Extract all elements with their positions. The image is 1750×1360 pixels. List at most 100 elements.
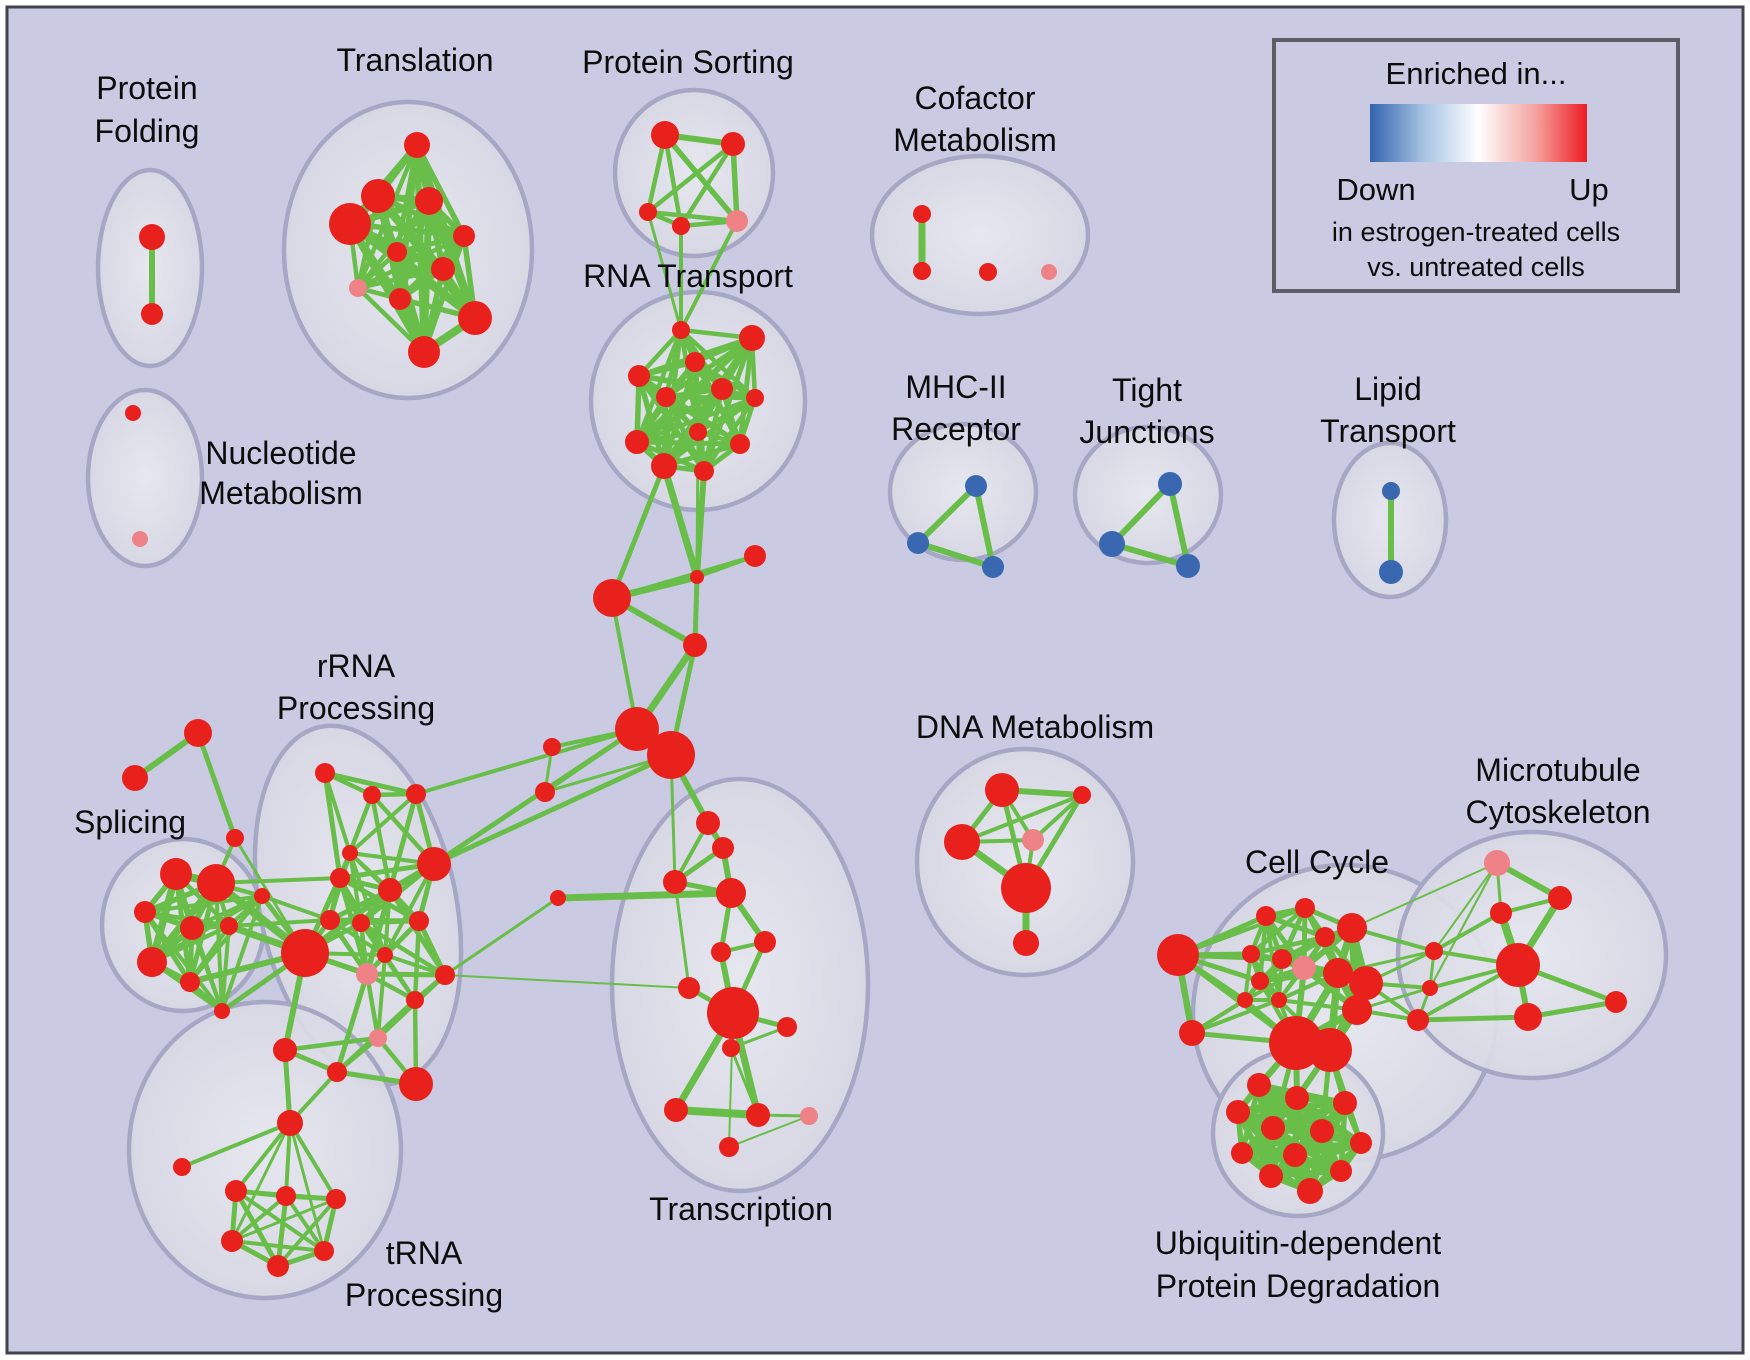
gene-set-node (754, 931, 776, 953)
gene-set-node (744, 545, 766, 567)
enrichment-overlap-edge (662, 132, 684, 229)
gene-set-node (777, 1017, 797, 1037)
gene-set-node (672, 217, 690, 235)
gene-set-node (628, 365, 650, 387)
gene-set-node (690, 570, 704, 584)
gene-set-node (651, 453, 677, 479)
nucleotide-metabolism-label: Nucleotide (205, 435, 356, 471)
gene-set-node (678, 977, 700, 999)
enrichment-overlap-edge (284, 1194, 326, 1253)
gene-set-node (1231, 1142, 1253, 1164)
gene-set-node (1310, 1119, 1334, 1143)
gene-set-node (281, 929, 329, 977)
gene-set-node (979, 263, 997, 281)
enrichment-overlap-edge (1432, 911, 1503, 953)
enrichment-overlap-edge (1167, 481, 1191, 569)
gene-set-node (535, 782, 555, 802)
gene-set-node (435, 965, 455, 985)
enrichment-overlap-edge (383, 953, 417, 1002)
enrichment-overlap-edge (230, 1194, 288, 1243)
legend-box: Enriched in... Down Up in estrogen-treat… (1272, 38, 1680, 293)
gene-set-node (1350, 1132, 1372, 1154)
cofactor-metabolism-ellipse (869, 153, 1091, 317)
network-nodes (122, 121, 1627, 1277)
gene-set-node (694, 461, 714, 481)
cofactor-metabolism-label: Cofactor (915, 80, 1036, 116)
enrichment-overlap-edge (275, 1193, 289, 1269)
gene-set-node (214, 1003, 230, 1019)
gene-set-node (1285, 1086, 1309, 1110)
nucleotide-metabolism-ellipse (85, 387, 205, 569)
gene-set-node (342, 845, 358, 861)
mhc-ii-receptor-label: MHC-II (905, 369, 1006, 405)
gene-set-node (363, 786, 381, 804)
gene-set-node (352, 914, 370, 932)
gene-set-node (361, 179, 395, 213)
gene-set-node (1247, 1073, 1271, 1097)
gene-set-node (125, 405, 141, 421)
lipid-transport-label: Transport (1320, 413, 1456, 449)
gene-set-node (389, 288, 411, 310)
enrichment-overlap-edge (376, 953, 387, 1040)
enrichment-overlap-edge (1336, 949, 1436, 975)
enrichment-overlap-edge (662, 132, 740, 224)
enrichment-overlap-edge (334, 971, 370, 1075)
gene-set-node (404, 132, 430, 158)
gene-set-node (184, 719, 212, 747)
gene-set-node (672, 321, 690, 339)
gene-set-node (721, 132, 745, 156)
gene-set-node (406, 991, 424, 1009)
gene-set-node (716, 878, 746, 908)
enrichment-overlap-edge (679, 219, 739, 332)
legend-up-label: Up (1569, 172, 1609, 207)
enrichment-overlap-edge (414, 727, 639, 796)
gene-set-node (656, 387, 676, 407)
legend-gradient-bar (1370, 104, 1587, 162)
enrichment-overlap-edge (661, 441, 743, 469)
enrichment-overlap-edge (233, 1188, 281, 1269)
enrichment-overlap-edge (554, 889, 735, 902)
dna-metabolism-label: DNA Metabolism (916, 709, 1154, 745)
gene-set-node (1041, 264, 1057, 280)
gene-set-node (197, 864, 235, 902)
enrichment-overlap-edge (387, 791, 419, 893)
gene-set-node (327, 1062, 347, 1082)
enrichment-overlap-edge (728, 1115, 810, 1148)
mhc-ii-receptor-label: Receptor (891, 411, 1021, 447)
gene-set-node (913, 262, 931, 280)
enrichment-overlap-edge (288, 1121, 326, 1253)
translation-label: Translation (336, 42, 493, 78)
enrichment-overlap-edge (394, 249, 478, 321)
gene-set-node (225, 1180, 247, 1202)
enrichment-overlap-edge (1031, 793, 1084, 842)
protein-folding-label: Protein (96, 70, 197, 106)
gene-set-node (1425, 942, 1443, 960)
gene-set-node (711, 942, 731, 962)
enrichment-overlap-edge (348, 792, 418, 855)
gene-set-node (122, 765, 148, 791)
gene-set-node (982, 556, 1004, 578)
gene-set-node (913, 205, 931, 223)
tight-junctions-label: Tight (1112, 372, 1182, 408)
enrichment-overlap-edge (260, 894, 332, 922)
gene-set-node (965, 475, 987, 497)
gene-set-node (356, 963, 378, 985)
enrichment-overlap-edge (230, 1121, 292, 1243)
enrichment-overlap-edge (444, 974, 690, 989)
gene-set-node (664, 1098, 688, 1122)
enrichment-overlap-edge (180, 1121, 292, 1169)
protein-folding-label: Folding (95, 113, 200, 149)
gene-set-node (276, 1186, 296, 1206)
enrichment-overlap-edge (609, 463, 667, 601)
gene-set-node (683, 633, 707, 657)
gene-set-node (415, 187, 443, 215)
enrichment-overlap-edge (1109, 481, 1173, 547)
gene-set-node (1342, 995, 1372, 1025)
gene-set-node (1073, 786, 1091, 804)
gene-set-node (453, 225, 475, 247)
enrichment-overlap-edge (369, 792, 393, 893)
gene-set-node (1292, 956, 1316, 980)
gene-set-node (1001, 863, 1051, 913)
